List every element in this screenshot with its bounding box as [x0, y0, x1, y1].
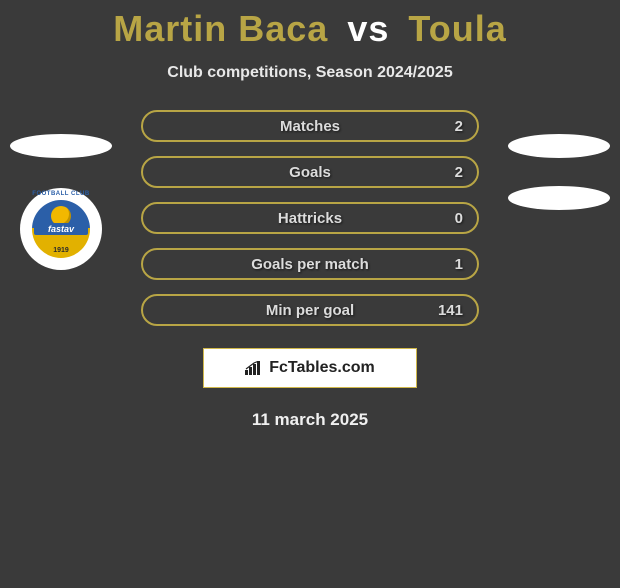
club-logo-inner: fastav 1919 [32, 200, 90, 258]
stat-row-matches: Matches 2 [141, 110, 479, 142]
comparison-title: Martin Baca vs Toula [0, 8, 620, 50]
club-logo-band: fastav [34, 223, 88, 235]
club-logo-year: 1919 [53, 247, 69, 254]
stat-label: Matches [280, 118, 340, 135]
stat-value: 2 [455, 118, 463, 135]
placeholder-oval-left [10, 134, 112, 158]
club-logo-ring: FOOTBALL CLUB fastav 1919 [20, 188, 102, 270]
stat-row-hattricks: Hattricks 0 [141, 202, 479, 234]
stat-row-goals-per-match: Goals per match 1 [141, 248, 479, 280]
stat-label: Hattricks [278, 210, 342, 227]
watermark-box: FcTables.com [203, 348, 417, 388]
vs-label: vs [347, 8, 389, 49]
stat-row-min-per-goal: Min per goal 141 [141, 294, 479, 326]
player1-name: Martin Baca [113, 8, 328, 49]
club-logo: FOOTBALL CLUB fastav 1919 [20, 188, 102, 270]
watermark-text: FcTables.com [269, 359, 375, 377]
stat-value: 1 [455, 256, 463, 273]
placeholder-oval-right-2 [508, 186, 610, 210]
placeholder-oval-right-1 [508, 134, 610, 158]
chart-icon [245, 361, 263, 375]
stat-value: 141 [438, 302, 463, 319]
stat-row-goals: Goals 2 [141, 156, 479, 188]
stat-value: 2 [455, 164, 463, 181]
stat-label: Goals [289, 164, 331, 181]
stat-label: Goals per match [251, 256, 369, 273]
club-logo-arc-text: FOOTBALL CLUB [20, 191, 102, 197]
stat-value: 0 [455, 210, 463, 227]
stat-label: Min per goal [266, 302, 354, 319]
subtitle: Club competitions, Season 2024/2025 [0, 64, 620, 82]
date-label: 11 march 2025 [0, 410, 620, 430]
player2-name: Toula [408, 8, 506, 49]
